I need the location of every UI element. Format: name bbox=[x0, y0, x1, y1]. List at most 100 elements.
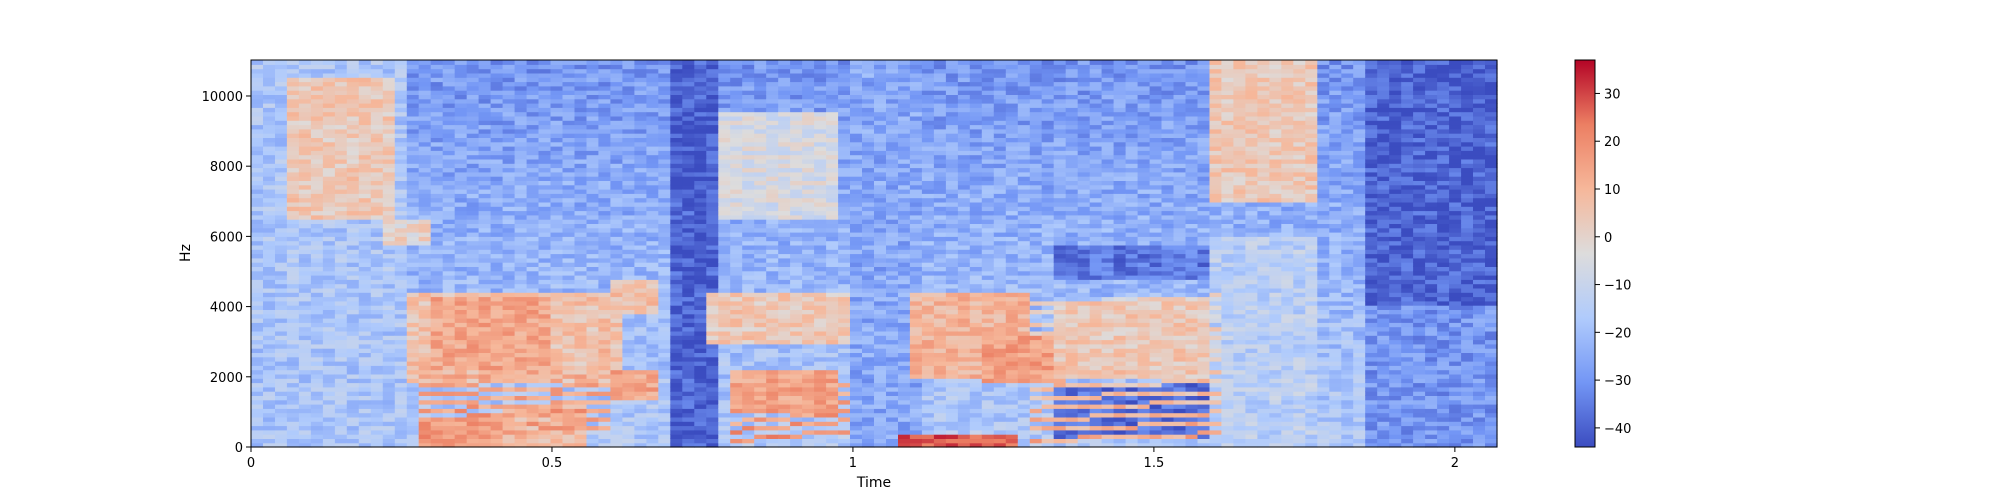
heatmap-cell bbox=[658, 232, 671, 237]
heatmap-cell bbox=[658, 326, 671, 332]
heatmap-cell bbox=[909, 391, 923, 396]
heatmap-cell bbox=[766, 425, 779, 431]
heatmap-cell bbox=[358, 141, 372, 147]
heatmap-cell bbox=[466, 176, 480, 181]
heatmap-cell bbox=[251, 249, 264, 255]
heatmap-cell bbox=[430, 404, 444, 409]
heatmap-cell bbox=[909, 429, 923, 435]
heatmap-cell bbox=[490, 330, 504, 336]
heatmap-cell bbox=[874, 98, 887, 104]
heatmap-cell bbox=[862, 103, 875, 108]
heatmap-cell bbox=[406, 322, 420, 328]
heatmap-cell bbox=[502, 270, 516, 276]
heatmap-cell bbox=[370, 386, 384, 392]
heatmap-cell bbox=[430, 77, 444, 83]
heatmap-cell bbox=[298, 81, 312, 87]
heatmap-cell bbox=[550, 438, 564, 444]
heatmap-cell bbox=[766, 193, 779, 199]
heatmap-cell bbox=[874, 326, 887, 332]
heatmap-cell bbox=[586, 158, 600, 164]
heatmap-cell bbox=[346, 391, 360, 396]
heatmap-cell bbox=[802, 85, 815, 91]
heatmap-cell bbox=[466, 184, 480, 190]
heatmap-cell bbox=[251, 154, 264, 160]
heatmap-cell bbox=[742, 305, 755, 310]
heatmap-cell bbox=[263, 68, 276, 74]
heatmap-cell bbox=[466, 296, 480, 302]
heatmap-cell bbox=[610, 115, 623, 121]
heatmap-cell bbox=[358, 296, 372, 302]
heatmap-cell bbox=[478, 438, 492, 444]
heatmap-cell bbox=[670, 103, 683, 108]
heatmap-cell bbox=[898, 339, 911, 345]
heatmap-cell bbox=[742, 326, 755, 332]
heatmap-cell bbox=[826, 253, 839, 259]
heatmap-cell bbox=[634, 425, 647, 431]
heatmap-cell bbox=[778, 356, 791, 362]
heatmap-cell bbox=[394, 189, 408, 194]
heatmap-cell bbox=[574, 68, 588, 74]
heatmap-cell bbox=[622, 339, 635, 345]
heatmap-cell bbox=[898, 90, 911, 95]
heatmap-cell bbox=[370, 275, 384, 280]
heatmap-cell bbox=[658, 154, 671, 160]
heatmap-cell bbox=[370, 240, 384, 246]
heatmap-cell bbox=[862, 421, 875, 427]
heatmap-cell bbox=[610, 408, 623, 414]
heatmap-cell bbox=[322, 146, 336, 151]
heatmap-cell bbox=[814, 103, 827, 108]
heatmap-cell bbox=[886, 262, 899, 267]
heatmap-cell bbox=[706, 283, 719, 289]
heatmap-cell bbox=[706, 300, 719, 306]
heatmap-cell bbox=[898, 438, 911, 444]
heatmap-cell bbox=[862, 176, 875, 181]
heatmap-cell bbox=[814, 416, 827, 422]
heatmap-cell bbox=[298, 429, 312, 435]
heatmap-cell bbox=[322, 171, 336, 177]
heatmap-cell bbox=[286, 240, 300, 246]
heatmap-cell bbox=[275, 193, 288, 199]
heatmap-cell bbox=[526, 189, 540, 194]
heatmap-cell bbox=[430, 330, 444, 336]
heatmap-cell bbox=[394, 361, 408, 366]
heatmap-cell bbox=[394, 141, 408, 147]
heatmap-cell bbox=[394, 107, 408, 113]
heatmap-cell bbox=[586, 223, 600, 229]
heatmap-cell bbox=[526, 64, 540, 70]
heatmap-cell bbox=[334, 279, 348, 285]
heatmap-cell bbox=[874, 128, 887, 134]
heatmap-cell bbox=[358, 352, 372, 358]
heatmap-cell bbox=[394, 232, 408, 237]
heatmap-cell bbox=[322, 137, 336, 143]
heatmap-cell bbox=[502, 210, 516, 216]
heatmap-cell bbox=[754, 189, 767, 194]
heatmap-cell bbox=[610, 348, 623, 353]
heatmap-cell bbox=[646, 318, 659, 323]
heatmap-cell bbox=[322, 266, 336, 272]
heatmap-cell bbox=[778, 309, 791, 315]
heatmap-cell bbox=[766, 373, 779, 379]
heatmap-cell bbox=[406, 94, 420, 100]
heatmap-cell bbox=[574, 232, 588, 237]
heatmap-cell bbox=[862, 60, 875, 65]
heatmap-cell bbox=[526, 300, 540, 306]
heatmap-cell bbox=[418, 176, 432, 181]
heatmap-cell bbox=[754, 365, 767, 371]
heatmap-cell bbox=[490, 133, 504, 138]
heatmap-cell bbox=[562, 107, 576, 113]
heatmap-cell bbox=[442, 81, 456, 87]
heatmap-cell bbox=[730, 85, 743, 91]
heatmap-cell bbox=[286, 137, 300, 143]
heatmap-cell bbox=[909, 386, 923, 392]
heatmap-cell bbox=[418, 369, 432, 375]
heatmap-cell bbox=[490, 240, 504, 246]
heatmap-cell bbox=[406, 369, 420, 375]
heatmap-cell bbox=[322, 262, 336, 267]
heatmap-cell bbox=[310, 193, 324, 199]
heatmap-cell bbox=[394, 227, 408, 233]
heatmap-cell bbox=[334, 442, 348, 448]
heatmap-cell bbox=[790, 137, 803, 143]
heatmap-cell bbox=[874, 163, 887, 169]
heatmap-cell bbox=[275, 270, 288, 276]
heatmap-cell bbox=[334, 309, 348, 315]
